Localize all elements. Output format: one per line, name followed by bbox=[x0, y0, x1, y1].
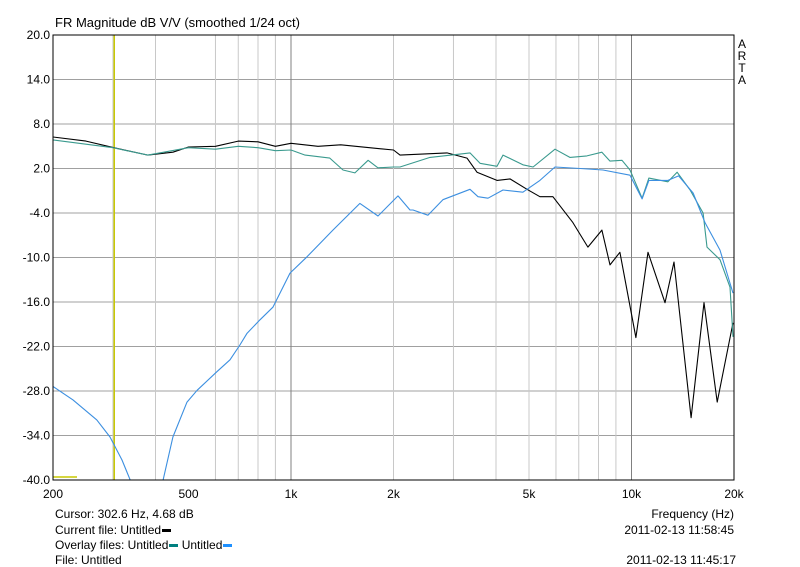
current-file-label: Current file: Untitled bbox=[55, 523, 162, 537]
grid bbox=[53, 34, 734, 481]
x-tick-label: 500 bbox=[178, 487, 198, 501]
overlay-label: Overlay files: Untitled bbox=[55, 538, 169, 552]
y-tick-label: 2.0 bbox=[33, 162, 50, 176]
legend-black-swatch bbox=[162, 529, 172, 533]
y-tick-label: -16.0 bbox=[23, 295, 51, 309]
x-tick-label: 10k bbox=[622, 487, 642, 501]
current-file-legend: Current file: Untitled bbox=[55, 523, 172, 537]
side-label-letter: T bbox=[738, 61, 746, 75]
side-label-letter: R bbox=[738, 49, 747, 63]
y-tick-label: -34.0 bbox=[23, 429, 51, 443]
series-lines bbox=[53, 136, 734, 480]
x-tick-label: 200 bbox=[43, 487, 63, 501]
x-axis-label: Frequency (Hz) bbox=[651, 507, 734, 521]
legend-teal-swatch bbox=[169, 544, 179, 548]
current-file-date: 2011-02-13 11:58:45 bbox=[624, 523, 734, 537]
series-line-2 bbox=[53, 166, 734, 480]
x-tick-label: 5k bbox=[523, 487, 537, 501]
y-tick-label: 8.0 bbox=[33, 117, 50, 131]
x-tick-label: 2k bbox=[387, 487, 401, 501]
y-tick-label: -10.0 bbox=[23, 251, 51, 265]
y-tick-label: -22.0 bbox=[23, 340, 51, 354]
side-label-letter: A bbox=[738, 73, 746, 87]
y-tick-label: -4.0 bbox=[29, 206, 50, 220]
y-tick-label: -40.0 bbox=[23, 473, 51, 487]
overlay-files-legend: Overlay files: Untitled Untitled bbox=[55, 538, 233, 552]
overlay-second-label: Untitled bbox=[178, 538, 223, 552]
tick-labels: 20.0 14.0 8.0 2.0 -4.0 -10.0 -16.0 -22.0 -28.0 -3… bbox=[23, 28, 745, 501]
x-tick-label: 1k bbox=[285, 487, 299, 501]
y-tick-label: -28.0 bbox=[23, 384, 51, 398]
plot-frame bbox=[52, 34, 735, 481]
side-label-letter: A bbox=[738, 37, 746, 51]
file-label: File: Untitled bbox=[55, 553, 122, 567]
x-tick-label: 20k bbox=[724, 487, 744, 501]
cursor-readout: Cursor: 302.6 Hz, 4.68 dB bbox=[55, 507, 194, 521]
legend-blue-swatch bbox=[223, 544, 233, 548]
file-date: 2011-02-13 11:45:17 bbox=[626, 553, 736, 567]
y-tick-label: 14.0 bbox=[27, 73, 51, 87]
series-line-0 bbox=[53, 136, 734, 419]
chart-title: FR Magnitude dB V/V (smoothed 1/24 oct) bbox=[55, 15, 300, 30]
y-tick-label: 20.0 bbox=[27, 28, 51, 42]
